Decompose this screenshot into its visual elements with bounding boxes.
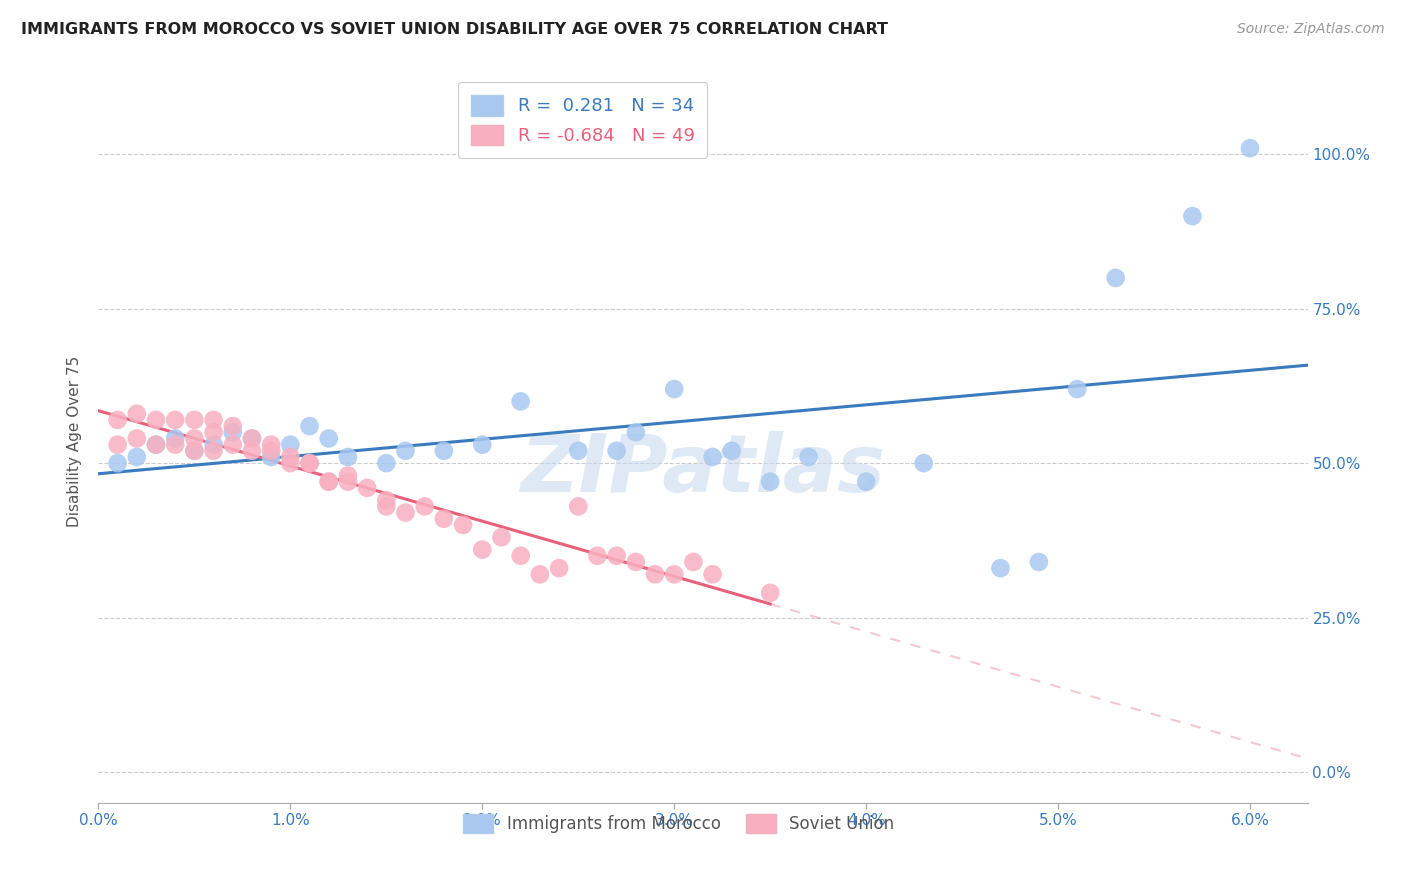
Point: [912, 456, 935, 470]
Point: [644, 567, 666, 582]
Point: [183, 443, 205, 458]
Point: [202, 443, 225, 458]
Point: [624, 425, 647, 440]
Point: [433, 443, 456, 458]
Point: [471, 437, 494, 451]
Point: [682, 555, 704, 569]
Point: [336, 468, 359, 483]
Point: [375, 500, 398, 514]
Point: [145, 413, 167, 427]
Point: [280, 456, 302, 470]
Y-axis label: Disability Age Over 75: Disability Age Over 75: [67, 356, 83, 527]
Point: [433, 512, 456, 526]
Point: [202, 437, 225, 451]
Point: [759, 586, 782, 600]
Point: [1104, 271, 1126, 285]
Point: [451, 517, 474, 532]
Point: [624, 555, 647, 569]
Point: [855, 475, 877, 489]
Text: IMMIGRANTS FROM MOROCCO VS SOVIET UNION DISABILITY AGE OVER 75 CORRELATION CHART: IMMIGRANTS FROM MOROCCO VS SOVIET UNION …: [21, 22, 889, 37]
Point: [375, 456, 398, 470]
Point: [298, 419, 321, 434]
Point: [107, 437, 129, 451]
Point: [202, 413, 225, 427]
Point: [107, 456, 129, 470]
Point: [586, 549, 609, 563]
Point: [702, 450, 724, 464]
Point: [318, 432, 340, 446]
Point: [664, 382, 686, 396]
Point: [183, 443, 205, 458]
Point: [759, 475, 782, 489]
Point: [202, 425, 225, 440]
Point: [797, 450, 820, 464]
Point: [222, 419, 245, 434]
Point: [107, 413, 129, 427]
Point: [125, 450, 148, 464]
Point: [240, 443, 263, 458]
Point: [280, 450, 302, 464]
Point: [509, 394, 531, 409]
Point: [280, 437, 302, 451]
Point: [125, 432, 148, 446]
Point: [413, 500, 436, 514]
Point: [336, 475, 359, 489]
Point: [260, 443, 283, 458]
Point: [375, 493, 398, 508]
Point: [183, 413, 205, 427]
Point: [606, 549, 628, 563]
Point: [222, 425, 245, 440]
Point: [356, 481, 378, 495]
Point: [1239, 141, 1261, 155]
Point: [491, 530, 513, 544]
Text: Source: ZipAtlas.com: Source: ZipAtlas.com: [1237, 22, 1385, 37]
Point: [1028, 555, 1050, 569]
Point: [702, 567, 724, 582]
Point: [240, 432, 263, 446]
Point: [318, 475, 340, 489]
Point: [165, 432, 187, 446]
Point: [471, 542, 494, 557]
Point: [990, 561, 1012, 575]
Point: [664, 567, 686, 582]
Point: [222, 437, 245, 451]
Point: [606, 443, 628, 458]
Point: [260, 450, 283, 464]
Point: [567, 500, 589, 514]
Point: [567, 443, 589, 458]
Point: [336, 450, 359, 464]
Point: [260, 437, 283, 451]
Point: [394, 443, 416, 458]
Point: [1066, 382, 1088, 396]
Point: [1181, 209, 1204, 223]
Point: [298, 456, 321, 470]
Text: ZIPatlas: ZIPatlas: [520, 432, 886, 509]
Point: [298, 456, 321, 470]
Point: [509, 549, 531, 563]
Point: [548, 561, 571, 575]
Point: [125, 407, 148, 421]
Point: [318, 475, 340, 489]
Point: [394, 506, 416, 520]
Point: [183, 432, 205, 446]
Point: [240, 432, 263, 446]
Point: [145, 437, 167, 451]
Legend: Immigrants from Morocco, Soviet Union: Immigrants from Morocco, Soviet Union: [456, 805, 903, 841]
Point: [165, 413, 187, 427]
Point: [529, 567, 551, 582]
Point: [720, 443, 742, 458]
Point: [145, 437, 167, 451]
Point: [165, 437, 187, 451]
